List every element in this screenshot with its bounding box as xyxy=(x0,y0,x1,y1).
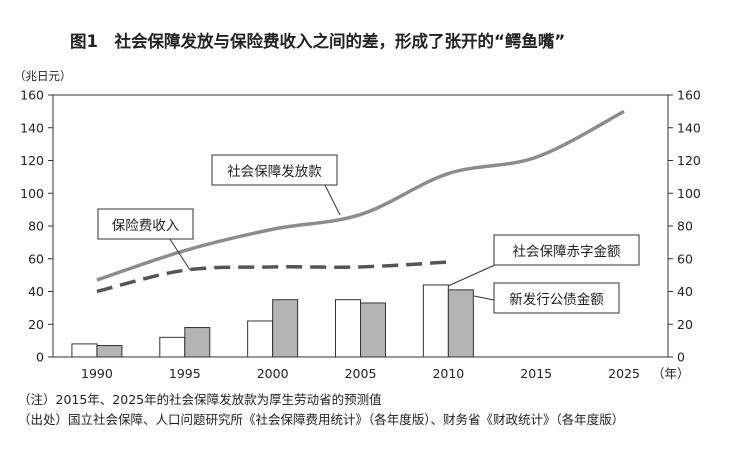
x-tick-label: 2015 xyxy=(520,366,552,381)
y-tick-label-left: 120 xyxy=(20,153,44,168)
bar xyxy=(71,343,98,358)
callout-bonds-label: 新发行公债金额 xyxy=(509,292,604,308)
callout-deficit-label: 社会保障赤字金额 xyxy=(513,244,621,260)
callout-bonds: 新发行公债金额 xyxy=(473,282,620,314)
y-tick-label-left: 160 xyxy=(20,88,44,103)
y-tick-label-right: 0 xyxy=(677,350,685,365)
bar xyxy=(360,302,386,358)
bar xyxy=(247,320,274,358)
y-tick-label-left: 0 xyxy=(36,350,44,365)
y-tick-label-right: 160 xyxy=(677,88,701,103)
y-tick-label-left: 40 xyxy=(28,284,44,299)
y-tick-label-left: 20 xyxy=(28,317,44,332)
callout-premiums-box xyxy=(97,208,194,240)
y-tick-label-left: 80 xyxy=(28,219,44,234)
bar xyxy=(184,327,211,358)
y-unit-label: （兆日元） xyxy=(14,69,72,83)
x-tick-label: 2005 xyxy=(345,366,377,381)
y-tick-label-left: 60 xyxy=(28,251,44,266)
bar xyxy=(335,299,361,358)
bar xyxy=(447,289,474,358)
y-tick-label-right: 40 xyxy=(677,284,693,299)
callout-benefits-leader xyxy=(323,182,341,216)
x-tick-label: 2010 xyxy=(432,366,464,381)
callout-bonds-leader xyxy=(473,295,495,301)
x-tick-label: 1990 xyxy=(81,366,113,381)
x-tick-label: 2025 xyxy=(608,366,640,381)
source-note: （出处）国立社会保障、人口问题研究所《社会保障费用统计》（各年度版）、财务省《财… xyxy=(18,412,625,427)
callout-premiums-leader xyxy=(167,235,191,271)
callout-premiums-label: 保险费收入 xyxy=(112,218,180,234)
callout-deficit: 社会保障赤字金额 xyxy=(447,234,640,287)
y-tick-label-left: 140 xyxy=(20,120,44,135)
callout-premiums: 保险费收入 xyxy=(97,208,194,271)
callout-deficit-leader xyxy=(447,263,498,287)
y-tick-label-right: 60 xyxy=(677,251,693,266)
chart-title: 图1 社会保障发放与保险费收入之间的差，形成了张开的“鳄鱼嘴” xyxy=(70,31,565,51)
y-tick-label-right: 20 xyxy=(677,317,693,332)
footnote: （注）2015年、2025年的社会保障发放款为厚生劳动省的预测值 xyxy=(18,392,382,407)
x-tick-label: 2000 xyxy=(257,366,289,381)
x-unit-label: （年） xyxy=(652,366,690,381)
callout-bonds-box xyxy=(493,282,620,314)
y-tick-label-right: 120 xyxy=(677,153,701,168)
y-tick-label-left: 100 xyxy=(20,186,44,201)
y-tick-label-right: 80 xyxy=(677,219,693,234)
bar xyxy=(422,284,449,358)
y-tick-label-right: 140 xyxy=(677,120,701,135)
x-tick-label: 1995 xyxy=(169,366,201,381)
line-layer xyxy=(96,109,625,294)
callout-deficit-box xyxy=(493,234,640,266)
series-line-premiums xyxy=(96,260,449,294)
callout-benefits-label: 社会保障发放款 xyxy=(227,164,322,180)
callout-benefits: 社会保障发放款 xyxy=(211,154,341,216)
bar xyxy=(96,345,123,358)
series-line-benefits xyxy=(96,109,625,282)
bar xyxy=(159,336,186,358)
y-tick-label-right: 100 xyxy=(677,186,701,201)
bar xyxy=(272,299,299,358)
bar-layer xyxy=(71,284,474,358)
tick-layer: 0 0 20 20 40 40 60 60 80 80 100 100 120 120 140 140 160 1… xyxy=(20,88,701,382)
callout-benefits-box xyxy=(211,154,338,186)
